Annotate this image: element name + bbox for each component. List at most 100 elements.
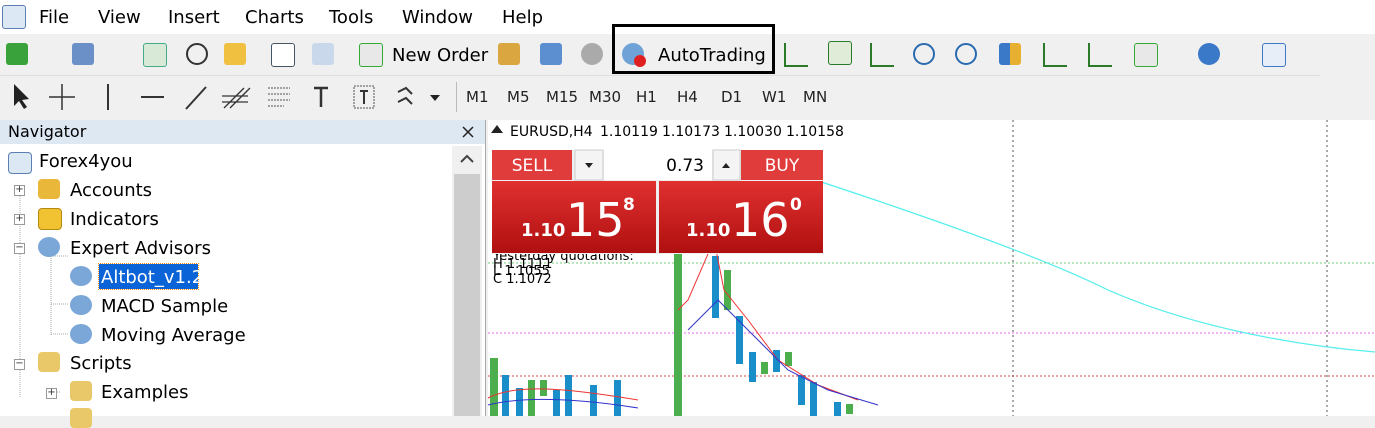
new-order-button[interactable]: New Order [392,45,489,66]
buy-button[interactable] [741,150,823,180]
menu-item[interactable]: Insert [168,7,220,28]
separator [456,82,457,112]
tile-button[interactable] [999,43,1021,65]
timeframe-button[interactable]: H4 [677,88,698,106]
drawing-tools [14,84,440,110]
expand-button[interactable]: + [14,184,25,196]
new-order-icon [359,43,383,67]
tree-item[interactable]: MACD Sample [101,296,229,317]
crosshair-button[interactable] [186,43,208,65]
sell-price-pips: 15 [566,193,625,247]
timeframe-button[interactable]: M1 [466,88,489,106]
tree-item[interactable]: Moving Average [101,325,246,346]
indicators-button[interactable] [1134,43,1158,67]
candle-button[interactable] [828,41,852,65]
line-button[interactable] [870,43,894,67]
menu-item[interactable]: File [39,7,70,28]
toolbar-2 [0,76,840,118]
tree-item[interactable]: Expert Advisors [70,238,211,259]
menu-item[interactable]: Tools [329,7,374,28]
navigator-title: Navigator [8,122,87,141]
sell-label[interactable]: SELL [512,156,553,176]
navigator-panel: Navigator Forex4you + Accounts + Indicat… [0,120,486,428]
templates-button[interactable] [1262,43,1286,67]
label-tool[interactable] [353,85,375,109]
market-button[interactable] [581,43,603,65]
buy-price-big: 1.10 [686,220,730,241]
menu-item[interactable]: View [98,7,141,28]
scripts-icon [70,408,92,428]
candles [488,238,879,416]
sell-price-point: 8 [623,195,635,215]
menu-item[interactable]: Window [402,7,473,28]
terminal-button[interactable] [271,43,295,67]
tree-item[interactable]: Forex4you [39,151,133,172]
metaeditor-button[interactable] [498,43,520,65]
tree-item[interactable]: Accounts [70,180,153,201]
cursor-tool[interactable] [14,84,29,109]
buy-price-point: 0 [790,195,802,215]
collapse-button[interactable]: − [14,358,25,370]
shift-button[interactable] [1088,43,1112,67]
volume[interactable]: 0.73 [666,156,704,176]
chart-quote: 1.10119 [600,124,658,140]
zoom-in-button[interactable] [913,43,935,65]
crosshair-tool[interactable] [49,84,75,110]
timeframe-button[interactable]: D1 [721,88,743,106]
zoom-out-button[interactable] [955,43,977,65]
arrows-tool[interactable] [397,86,413,105]
navigator-header: Navigator [0,120,485,144]
chart-overlay: H 1.1111 [493,257,552,272]
expand-button[interactable]: + [46,387,57,399]
text-tool[interactable] [314,86,328,107]
tree-item[interactable]: Examples [101,382,189,403]
new-chart-button[interactable] [6,43,28,65]
app-icon [2,5,26,29]
buy-price-pips: 16 [731,193,790,247]
timeframe-button[interactable]: M15 [546,88,579,106]
channel-tool[interactable] [222,87,251,109]
scroll-button[interactable] [1043,43,1067,67]
close-button[interactable] [462,126,474,138]
timeframe-button[interactable]: H1 [636,88,657,106]
sell-price-box[interactable] [492,181,656,253]
volume-input[interactable] [604,150,712,180]
profiles-button[interactable] [72,43,94,65]
tree-item-selected[interactable]: Altbot_v1.2 [101,267,204,288]
trendline-tool[interactable] [185,86,207,110]
indicators-icon [38,208,62,230]
tree-item[interactable]: Scripts [70,353,132,374]
timeframe-button[interactable]: MN [803,88,828,106]
menu-bar: File View Insert Charts Tools Window Hel… [0,0,1375,34]
collapse-button[interactable]: − [14,242,25,254]
tester-button[interactable] [312,43,334,65]
expert-icon [70,295,92,315]
menu-item[interactable]: Help [502,7,544,28]
timeframe-button[interactable]: M30 [589,88,622,106]
timeframe-button[interactable]: M5 [507,88,530,106]
toolbar: New Order AutoTrading [0,24,1320,76]
expand-button[interactable]: + [14,213,25,225]
fibo-tool[interactable] [268,87,290,107]
chart-quote: 1.10030 [724,124,782,140]
one-click-panel: SELL 0.73 BUY 1.10 15 8 1.10 16 0 [492,149,823,254]
scrollbar [452,146,482,416]
periods-button[interactable] [1198,43,1220,65]
menu-item[interactable]: Charts [245,7,304,28]
tree-lines [19,190,68,398]
signals-button[interactable] [540,43,562,65]
sell-button[interactable] [492,150,572,180]
market-watch-button[interactable] [143,43,167,67]
scripts-icon [38,352,60,372]
chart-quote: 1.10158 [786,124,844,140]
bar-chart-button[interactable] [784,43,808,67]
buy-label[interactable]: BUY [765,156,800,176]
chart-overlay: L 1.1055 [493,264,550,279]
favorites-button[interactable] [224,43,246,65]
autotrading-button[interactable]: AutoTrading [658,45,766,66]
tree-item[interactable]: Indicators [70,209,159,230]
timeframe-button[interactable]: W1 [762,88,787,106]
buy-price-box[interactable] [659,181,823,253]
chart-quote: 1.10173 [662,124,720,140]
